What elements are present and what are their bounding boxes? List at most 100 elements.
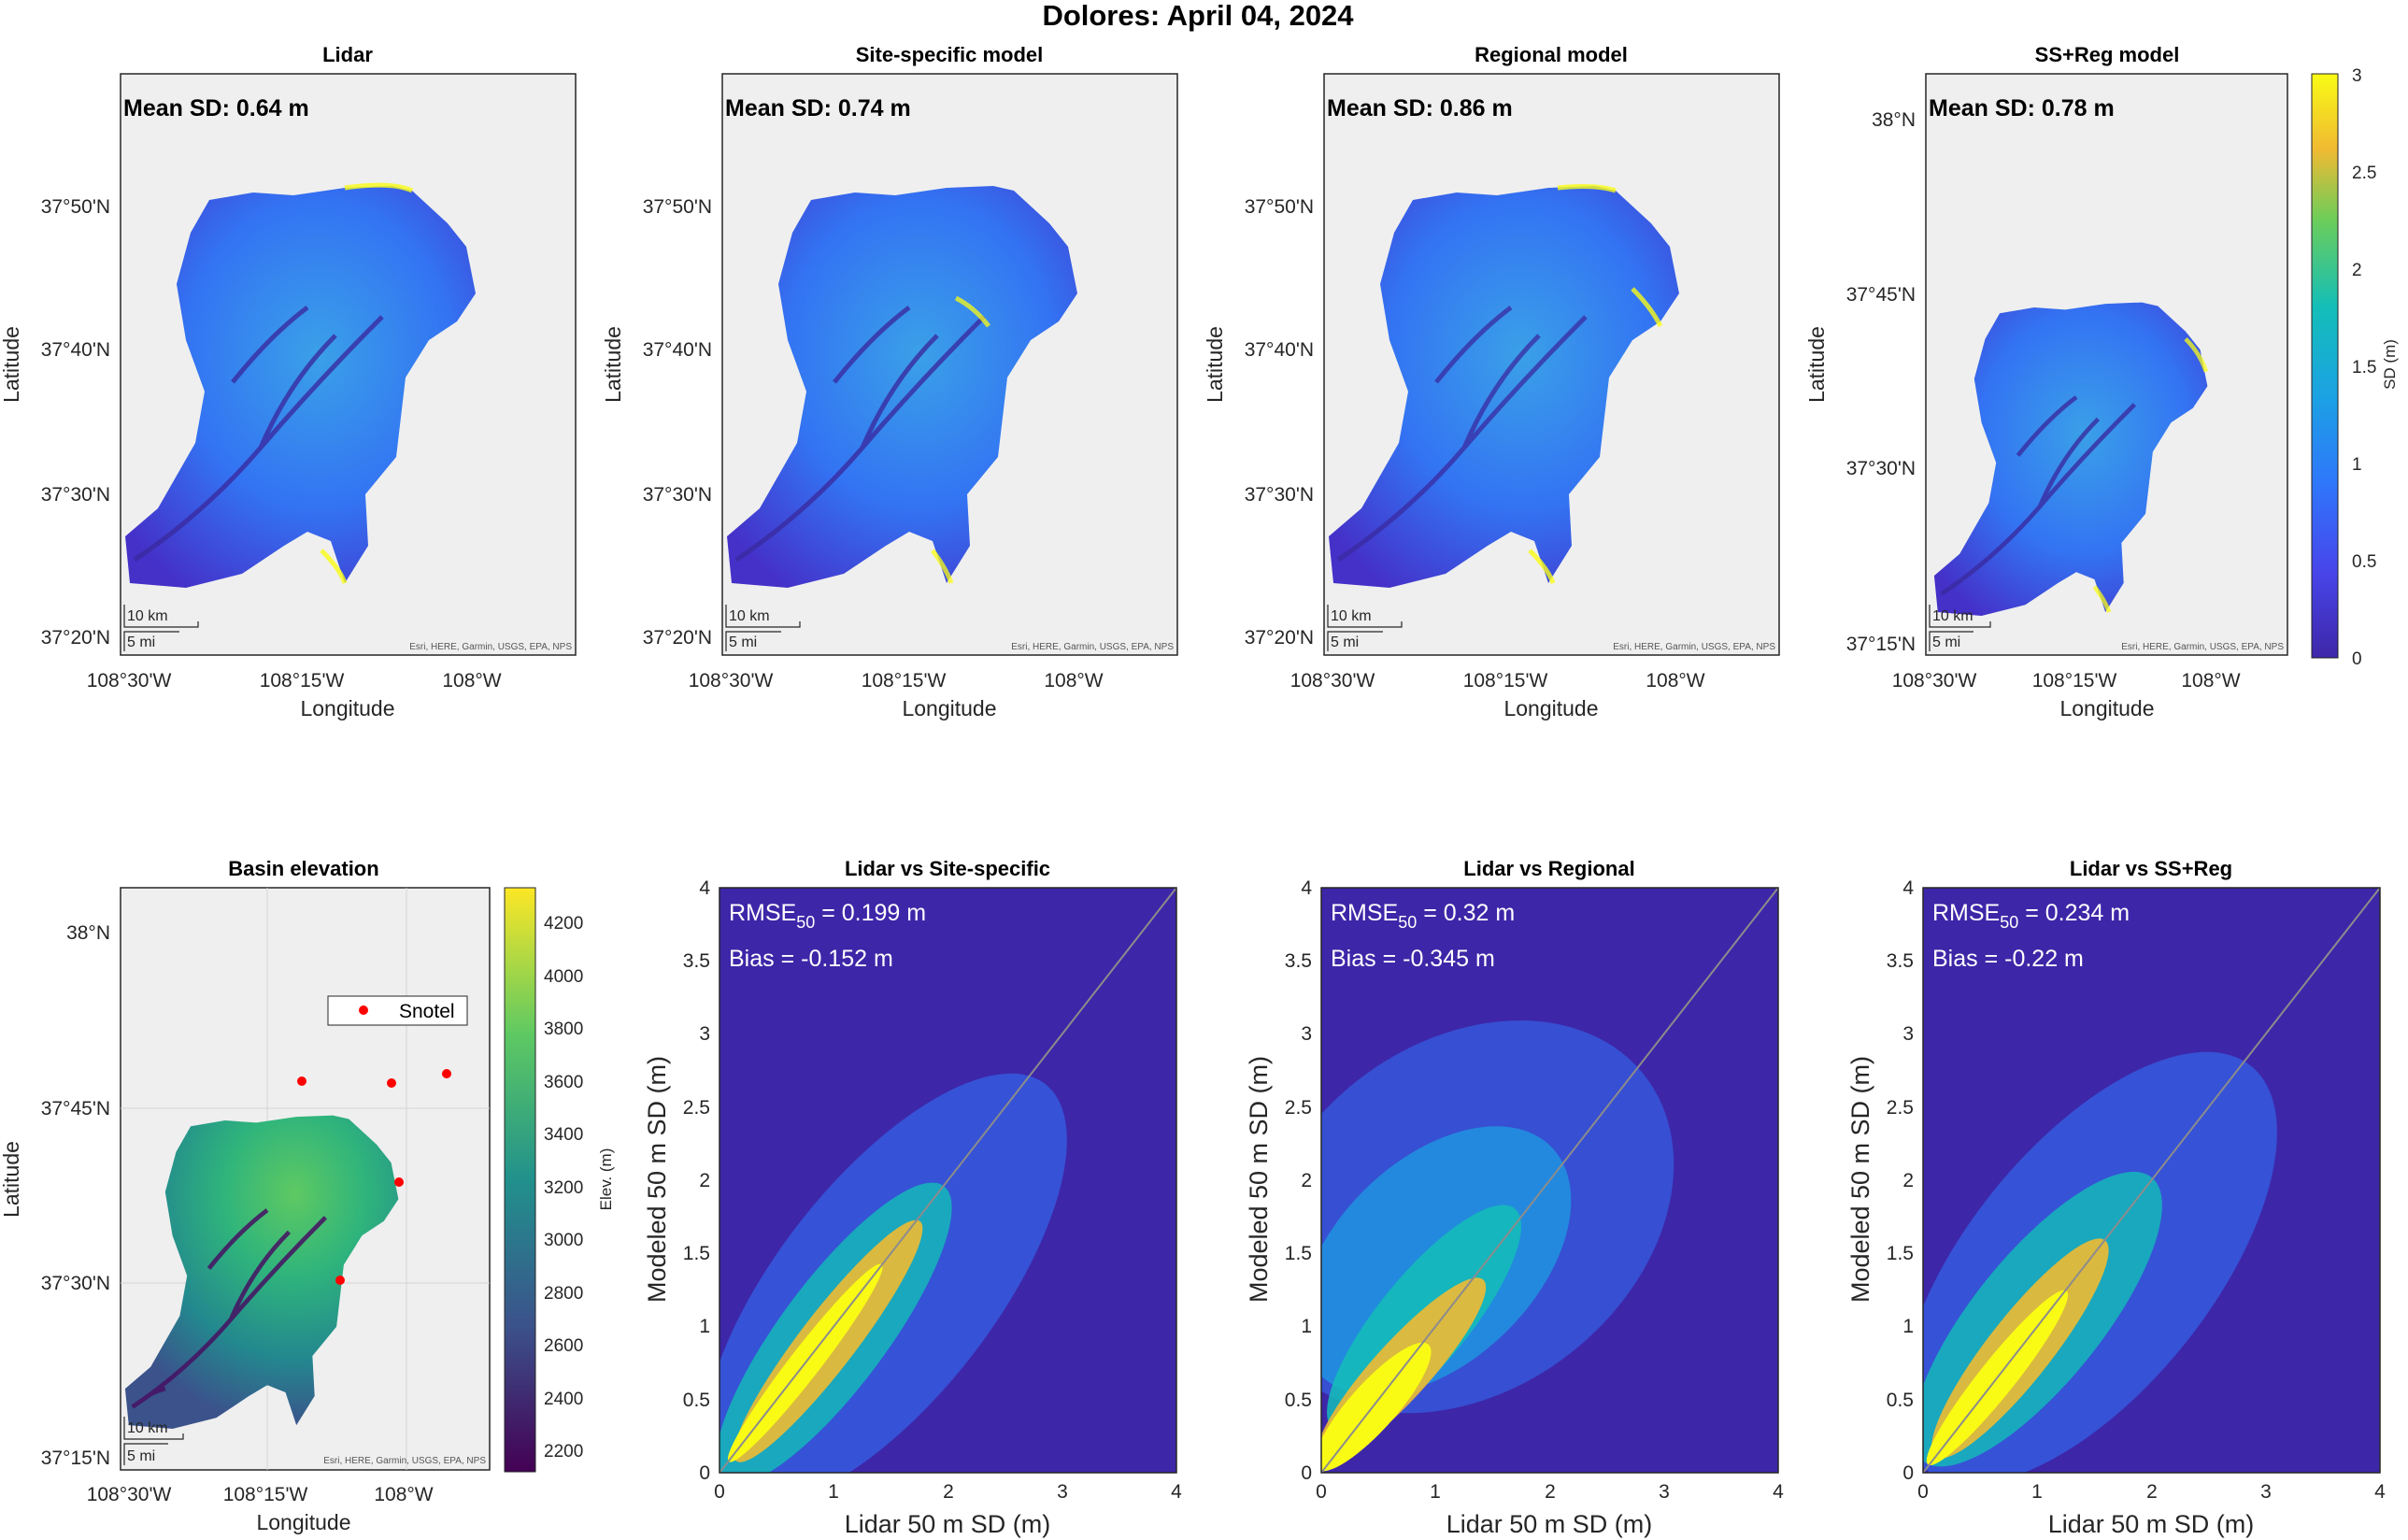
y-tick-labels: 37°50'N 37°40'N 37°30'N 37°20'N — [643, 196, 712, 649]
y-axis-label: Latitude — [601, 326, 625, 403]
scale-bar: 10 km 5 mi — [725, 605, 801, 651]
y-tick-label: 37°40'N — [643, 339, 712, 361]
scale-bar: 10 km 5 mi — [123, 1417, 184, 1465]
y-tick-label: 3 — [1902, 1023, 1914, 1045]
y-tick-label: 1.5 — [1887, 1243, 1914, 1264]
colorbar-tick: 2200 — [544, 1442, 583, 1462]
panel-title: Lidar vs SS+Reg — [2070, 857, 2232, 880]
colorbar-tick: 4200 — [544, 914, 583, 934]
x-tick-label: 108°W — [1044, 670, 1103, 692]
x-tick-label: 0 — [714, 1481, 725, 1503]
y-tick-label: 3.5 — [683, 950, 710, 972]
y-tick-labels: 37°50'N 37°40'N 37°30'N 37°20'N — [1245, 196, 1314, 649]
elevation-legend: Snotel — [327, 995, 468, 1026]
y-axis-label: Modeled 50 m SD (m) — [643, 1056, 671, 1303]
x-tick-label: 2 — [1545, 1481, 1556, 1503]
y-tick-label: 3 — [699, 1023, 710, 1045]
y-tick-label: 37°50'N — [1245, 196, 1314, 218]
y-tick-label: 4 — [1902, 877, 1914, 899]
colorbar-label: Elev. (m) — [597, 1148, 615, 1211]
x-tick-label: 108°15'W — [2032, 670, 2117, 692]
high-snow-ridge — [2092, 336, 2209, 613]
panel-title: Basin elevation — [228, 857, 378, 880]
one-to-one-line — [720, 888, 1176, 1473]
x-tick-label: 108°30'W — [1290, 670, 1375, 692]
y-tick-label: 37°30'N — [1245, 484, 1314, 506]
x-tick-label: 108°15'W — [862, 670, 947, 692]
y-tick-label: 37°30'N — [41, 484, 110, 506]
rmse-annotation: RMSE50 = 0.199 m — [729, 900, 926, 932]
panel-title: Regional model — [1475, 43, 1628, 66]
x-tick-label: 108°30'W — [689, 670, 774, 692]
y-tick-label: 1.5 — [1285, 1243, 1312, 1264]
basin-elevation-fill — [124, 1115, 399, 1429]
legend-label: Snotel — [399, 1001, 455, 1022]
y-tick-label: 37°40'N — [41, 339, 110, 361]
colorbar-tick: 3 — [2352, 66, 2362, 86]
panel-lidar-vs-ssreg: Lidar vs SS+Reg RMSE50 = 0.234 m Bias = … — [1846, 857, 2386, 1538]
y-tick-label: 1.5 — [683, 1243, 710, 1264]
colorbar-tick: 2400 — [544, 1390, 583, 1409]
y-tick-label: 2 — [699, 1170, 710, 1191]
x-tick-label: 0 — [1917, 1481, 1929, 1503]
y-tick-label: 1 — [1301, 1316, 1312, 1337]
colorbar-gradient — [2311, 73, 2339, 659]
panel-lidar-vs-regional: Lidar vs Regional RMSE50 = 0.32 m Bias =… — [1245, 857, 1784, 1538]
scale-bar-mi: 5 mi — [1932, 635, 1960, 650]
mean-sd-label: Mean SD: 0.64 m — [123, 95, 309, 121]
y-axis-label: Latitude — [1804, 326, 1829, 403]
map-attribution: Esri, HERE, Garmin, USGS, EPA, NPS — [1613, 642, 1775, 652]
y-tick-labels: 0 0.5 1 1.5 2 2.5 3 3.5 4 — [1887, 877, 1915, 1484]
colorbar-tick: 0 — [2352, 649, 2362, 669]
y-axis-label: Latitude — [0, 326, 23, 403]
scale-bar: 10 km 5 mi — [123, 605, 199, 651]
x-tick-label: 2 — [2146, 1481, 2158, 1503]
y-tick-label: 3.5 — [1887, 950, 1914, 972]
y-tick-label: 2.5 — [683, 1097, 710, 1119]
x-tick-labels: 108°30'W 108°15'W 108°W — [1892, 670, 2241, 692]
river-network — [734, 306, 986, 563]
rmse-annotation: RMSE50 = 0.32 m — [1331, 900, 1515, 932]
snotel-site — [297, 1077, 306, 1086]
y-tick-labels: 0 0.5 1 1.5 2 2.5 3 3.5 4 — [683, 877, 711, 1484]
y-tick-labels: 37°50'N 37°40'N 37°30'N 37°20'N — [41, 196, 110, 649]
y-tick-label: 2.5 — [1285, 1097, 1312, 1119]
y-tick-label: 37°30'N — [1846, 458, 1916, 479]
x-tick-label: 108°30'W — [87, 670, 172, 692]
y-tick-label: 37°15'N — [41, 1447, 110, 1469]
x-tick-label: 3 — [2260, 1481, 2272, 1503]
basin-snow-depth — [125, 186, 476, 588]
y-tick-label: 0.5 — [1887, 1390, 1914, 1411]
scale-bar-mi: 5 mi — [1331, 635, 1359, 650]
panel-regional-map: Regional model Mean SD: 0.86 m 37°50'N 3… — [1203, 43, 1780, 720]
scale-bar-km: 10 km — [1331, 608, 1372, 624]
colorbar-tick: 3200 — [544, 1178, 583, 1198]
y-tick-label: 2.5 — [1887, 1097, 1914, 1119]
x-tick-label: 108°W — [442, 670, 501, 692]
y-tick-label: 2 — [1301, 1170, 1312, 1191]
x-tick-label: 108°30'W — [87, 1484, 172, 1505]
x-axis-label: Lidar 50 m SD (m) — [845, 1510, 1051, 1538]
panel-title: Lidar — [322, 43, 373, 66]
mean-sd-label: Mean SD: 0.86 m — [1327, 95, 1513, 121]
y-tick-label: 3.5 — [1285, 950, 1312, 972]
x-tick-label: 108°15'W — [260, 670, 345, 692]
panel-site-specific-map: Site-specific model Mean SD: 0.74 m 37°5… — [601, 43, 1178, 720]
y-tick-labels: 38°N 37°45'N 37°30'N 37°15'N — [41, 922, 110, 1469]
scale-bar-mi: 5 mi — [127, 1448, 155, 1464]
y-tick-label: 37°30'N — [643, 484, 712, 506]
x-tick-label: 108°15'W — [223, 1484, 308, 1505]
y-tick-label: 37°30'N — [41, 1273, 110, 1294]
colorbar-ticks: 0 0.5 1 1.5 2 2.5 3 — [2352, 66, 2376, 669]
x-tick-labels: 0 1 2 3 4 — [714, 1481, 1182, 1503]
y-tick-label: 37°40'N — [1245, 339, 1314, 361]
y-axis-label: Latitude — [1203, 326, 1227, 403]
y-tick-label: 37°20'N — [41, 627, 110, 649]
snotel-site — [442, 1069, 451, 1078]
x-tick-labels: 108°30'W 108°15'W 108°W — [87, 1484, 434, 1505]
y-tick-label: 2 — [1902, 1170, 1914, 1191]
y-tick-label: 0.5 — [683, 1390, 710, 1411]
y-tick-label: 37°20'N — [1245, 627, 1314, 649]
panel-ssreg-map: SS+Reg model Mean SD: 0.78 m 38°N 37°45'… — [1804, 43, 2288, 720]
x-tick-label: 3 — [1057, 1481, 1068, 1503]
